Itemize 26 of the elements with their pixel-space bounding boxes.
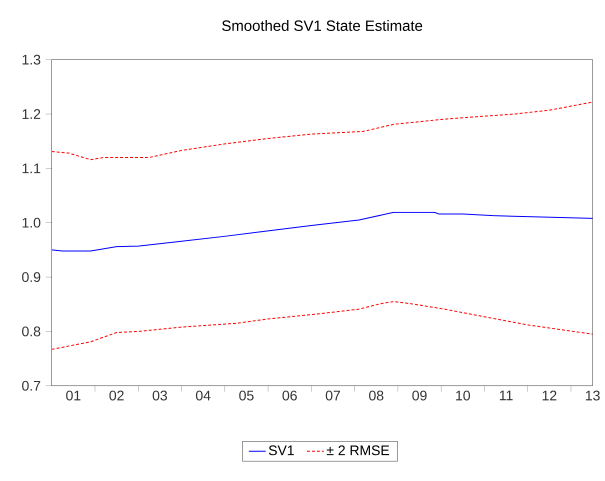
y-tick-label: 0.9 (22, 272, 40, 282)
x-tick-label: 06 (282, 390, 297, 400)
x-tick-label: 13 (586, 390, 600, 400)
legend-label: SV1 (268, 445, 294, 456)
line-series (52, 212, 593, 252)
x-tick-label: 01 (66, 390, 80, 400)
y-tick-label: 1.1 (22, 163, 40, 174)
x-tick-label: 08 (369, 390, 384, 400)
line-series (52, 101, 593, 160)
x-tick-label: 11 (500, 390, 513, 400)
line-series (52, 300, 593, 350)
x-tick-label: 04 (196, 390, 210, 400)
legend-label: ± 2 RMSE (326, 445, 390, 456)
y-tick-label: 1.3 (22, 54, 40, 64)
y-tick-label: 1.2 (22, 109, 40, 119)
x-tick-label: 07 (326, 390, 340, 400)
y-tick-label: 0.8 (22, 326, 40, 336)
x-tick-label: 09 (412, 390, 427, 400)
x-tick-label: 10 (456, 390, 470, 400)
x-tick-label: 12 (542, 390, 556, 400)
y-tick-label: 1.0 (22, 218, 40, 228)
y-tick-label: 0.7 (22, 380, 40, 391)
x-tick-label: 02 (109, 390, 124, 400)
chart-title: Smoothed SV1 State Estimate (222, 20, 422, 31)
x-tick-label: 03 (152, 390, 168, 400)
x-tick-label: 05 (239, 390, 254, 400)
